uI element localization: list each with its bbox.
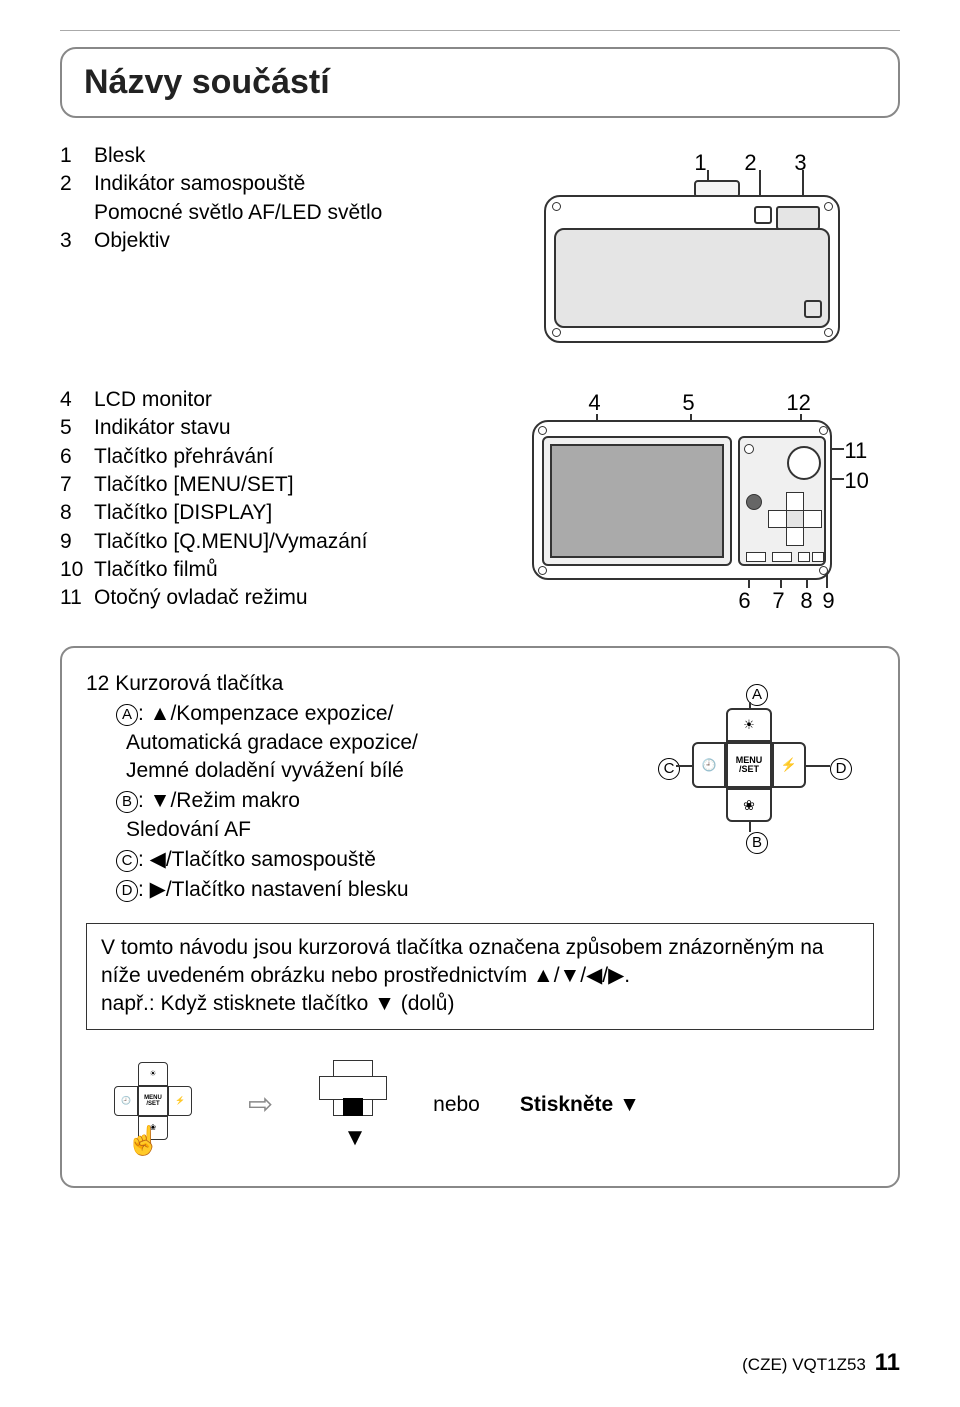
callout-3: 3 (794, 150, 806, 176)
up-button-icon: ☀ (726, 708, 772, 742)
item-B-sub: Sledování AF (126, 816, 644, 844)
part-num: 10 (60, 556, 94, 584)
cursor-num: 12 (86, 672, 109, 695)
parts-list-b: 4LCD monitor 5Indikátor stavu 6Tlačítko … (60, 386, 530, 613)
item-A: : ▲/Kompenzace expozice/ (138, 702, 393, 725)
item-C: : ◀/Tlačítko samospouště (138, 848, 376, 871)
label-A-icon: A (116, 704, 138, 726)
part-text: Tlačítko [Q.MENU]/Vymazání (94, 528, 530, 556)
cursor-text: 12 Kurzorová tlačítka A: ▲/Kompenzace ex… (86, 670, 644, 905)
footer-page: 11 (875, 1349, 900, 1376)
part-text: Tlačítko přehrávání (94, 443, 530, 471)
camera-back-diagram: 4 5 12 11 10 6 7 8 9 (532, 396, 862, 616)
part-text: LCD monitor (94, 386, 530, 414)
cursor-heading: Kurzorová tlačítka (115, 672, 283, 695)
example-row: ☀ 🕘 ⚡ MENU/SET ❀ ☝ ⇨ ▼ nebo Stiskněte ▼ (86, 1050, 874, 1160)
dia-label-B: B (746, 832, 768, 854)
part-text: Tlačítko [MENU/SET] (94, 471, 530, 499)
footer: (CZE) VQT1Z53 11 (742, 1349, 900, 1377)
page-title: Názvy součástí (84, 63, 876, 102)
dia-label-C: C (658, 758, 680, 780)
note-line1: V tomto návodu jsou kurzorová tlačítka o… (101, 934, 859, 962)
note-line2: níže uvedeném obrázku nebo prostřednictv… (101, 962, 859, 990)
dia-label-D: D (830, 758, 852, 780)
part-text: Tlačítko filmů (94, 556, 530, 584)
note-line3: např.: Když stisknete tlačítko ▼ (dolů) (101, 990, 859, 1018)
part-num: 11 (60, 584, 94, 612)
part-num: 1 (60, 142, 94, 170)
callout-6: 6 (738, 588, 750, 614)
callout-12: 12 (786, 390, 810, 416)
label-B-icon: B (116, 791, 138, 813)
callout-8: 8 (800, 588, 812, 614)
part-num: 6 (60, 443, 94, 471)
callout-4: 4 (588, 390, 600, 416)
part-text: Indikátor stavu (94, 414, 530, 442)
callout-7: 7 (772, 588, 784, 614)
press-text: Stiskněte ▼ (520, 1093, 640, 1117)
hand-icon: ☝ (126, 1124, 161, 1157)
part-text: Blesk (94, 142, 530, 170)
block-top: 1Blesk 2Indikátor samospouštěPomocné svě… (60, 142, 900, 342)
item-B: : ▼/Režim makro (138, 789, 300, 812)
arrow-right-icon: ⇨ (248, 1087, 273, 1122)
part-num: 2 (60, 170, 94, 227)
part-num: 4 (60, 386, 94, 414)
part-num: 5 (60, 414, 94, 442)
callout-9: 9 (822, 588, 834, 614)
part-num: 3 (60, 227, 94, 255)
callout-1: 1 (694, 150, 706, 176)
note-box: V tomto návodu jsou kurzorová tlačítka o… (86, 923, 874, 1030)
mini-cross-with-hand: ☀ 🕘 ⚡ MENU/SET ❀ ☝ (98, 1050, 208, 1160)
right-button-icon (772, 742, 806, 788)
part-text: Objektiv (94, 227, 530, 255)
or-text: nebo (433, 1093, 480, 1117)
footer-code: VQT1Z53 (792, 1355, 866, 1374)
press-down-diagram: ▼ (313, 1060, 393, 1150)
top-divider (60, 30, 900, 31)
title-box: Názvy součástí (60, 47, 900, 118)
camera-front-diagram: 1 2 3 (544, 170, 840, 342)
callout-2: 2 (744, 150, 756, 176)
down-button-icon (726, 788, 772, 822)
part-text: Otočný ovladač režimu (94, 584, 530, 612)
cursor-cross-diagram: A B C D ☀ MENU/SET (654, 680, 844, 870)
left-button-icon (692, 742, 726, 788)
menu-set-button: MENU/SET (726, 742, 772, 788)
item-D: : ▶/Tlačítko nastavení blesku (138, 878, 409, 901)
part-num: 7 (60, 471, 94, 499)
label-D-icon: D (116, 880, 138, 902)
callout-11: 11 (844, 438, 867, 464)
part-text: Tlačítko [DISPLAY] (94, 499, 530, 527)
part-num: 8 (60, 499, 94, 527)
block-back: 4LCD monitor 5Indikátor stavu 6Tlačítko … (60, 386, 900, 616)
callout-10: 10 (844, 468, 868, 494)
cursor-section-box: 12 Kurzorová tlačítka A: ▲/Kompenzace ex… (60, 646, 900, 1188)
part-num: 9 (60, 528, 94, 556)
parts-list-a: 1Blesk 2Indikátor samospouštěPomocné svě… (60, 142, 530, 255)
label-C-icon: C (116, 850, 138, 872)
item-A-sub2: Jemné doladění vyvážení bílé (126, 757, 644, 785)
callout-5: 5 (682, 390, 694, 416)
footer-region: (CZE) (742, 1355, 787, 1374)
item-A-sub1: Automatická gradace expozice/ (126, 729, 644, 757)
part-text: Indikátor samospouštěPomocné světlo AF/L… (94, 170, 530, 227)
